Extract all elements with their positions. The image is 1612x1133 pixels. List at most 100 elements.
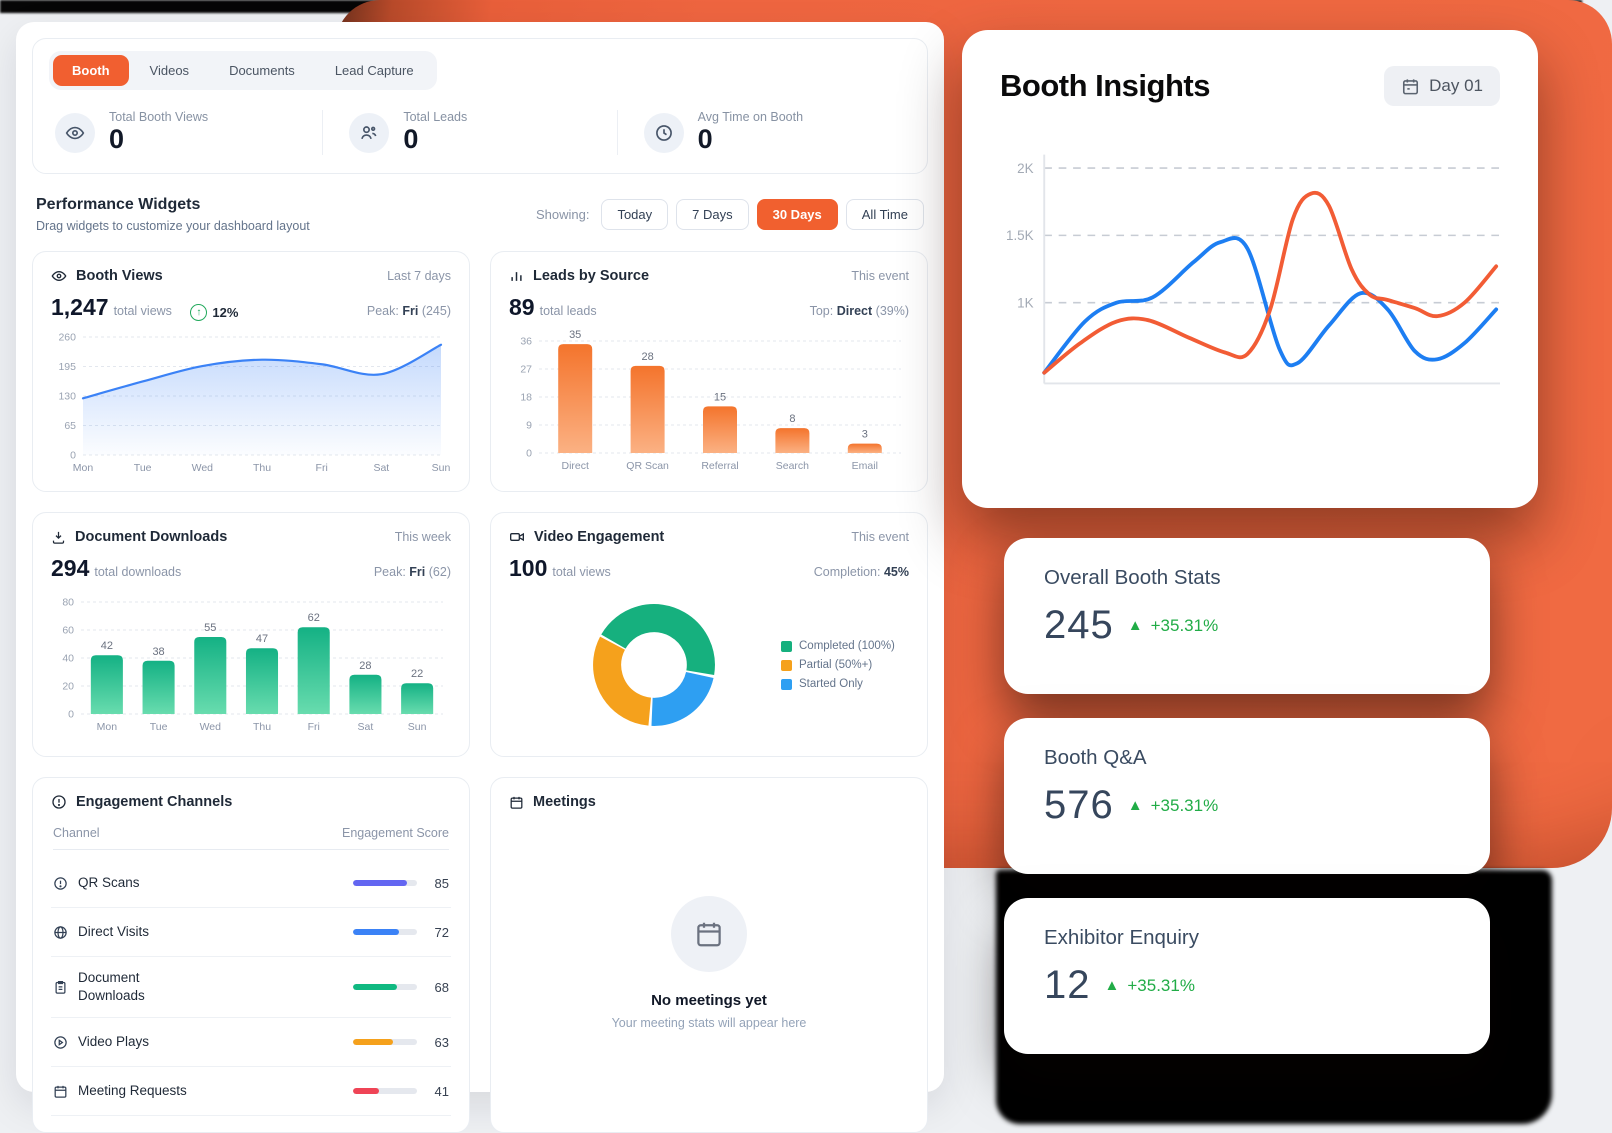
day-selector[interactable]: Day 01: [1384, 66, 1500, 106]
svg-text:Sun: Sun: [432, 462, 451, 474]
filter-alltime-button[interactable]: All Time: [845, 199, 924, 231]
svg-text:20: 20: [62, 681, 74, 693]
svg-text:130: 130: [58, 391, 76, 403]
video-plays-icon: [53, 1035, 68, 1050]
widget-range: Last 7 days: [387, 269, 451, 284]
empty-title: No meetings yet: [651, 992, 767, 1010]
stat-label: Total Leads: [403, 110, 468, 124]
users-icon: [349, 112, 390, 153]
stat-card-title: Exhibitor Enquiry: [1044, 926, 1199, 949]
peak-note: Peak: Fri (62): [373, 565, 451, 580]
stat-total-leads: Total Leads 0: [322, 110, 616, 156]
overall-booth-stats-card: Overall Booth Stats 245 ▲ +35.31%: [1004, 538, 1490, 694]
legend-label: Started Only: [799, 678, 863, 691]
svg-text:Mon: Mon: [73, 462, 94, 474]
booth-insights-card: Booth Insights Day 01 1K 1.5K 2K: [962, 30, 1538, 508]
svg-text:0: 0: [70, 450, 76, 462]
video-engagement-donut-chart: [593, 604, 715, 726]
svg-text:8: 8: [789, 413, 795, 425]
svg-text:Sat: Sat: [358, 721, 374, 733]
filter-30days-button[interactable]: 30 Days: [756, 199, 838, 231]
channel-row: Document Downloads 68: [51, 957, 451, 1019]
widget-title: Engagement Channels: [76, 794, 233, 811]
svg-text:28: 28: [359, 660, 371, 672]
page-title: Performance Widgets: [36, 196, 201, 214]
filter-today-button[interactable]: Today: [601, 199, 669, 231]
column-score: Engagement Score: [341, 826, 449, 841]
video-camera-icon: [509, 529, 525, 545]
stat-card-change: +35.31%: [1150, 615, 1219, 635]
leads-by-source-chart: 36 27 18 9 0 35 Direct 28 QR Scan 15 Referral 8 Sear…: [520, 329, 901, 472]
tab-documents[interactable]: Documents: [229, 63, 295, 78]
widget-title: Booth Views: [76, 268, 163, 285]
widget-title: Video Engagement: [534, 529, 665, 546]
channel-list: QR Scans 85 Direct Visits 72 Document Downlo…: [51, 859, 451, 1117]
triangle-up-icon: ▲: [1127, 617, 1143, 634]
alert-circle-icon: [51, 794, 67, 810]
completion-note: Completion: 45%: [813, 565, 909, 580]
widget-range: This week: [394, 530, 451, 545]
svg-text:Thu: Thu: [253, 462, 271, 474]
svg-text:Sun: Sun: [408, 721, 427, 733]
svg-text:60: 60: [62, 625, 74, 637]
score-value: 85: [434, 875, 449, 891]
stat-card-change: +35.31%: [1127, 975, 1195, 995]
tab-lead-capture[interactable]: Lead Capture: [334, 63, 414, 78]
stat-avg-time: Avg Time on Booth 0: [616, 110, 911, 156]
channel-row: Meeting Requests 41: [51, 1067, 451, 1117]
widget-leads-by-source[interactable]: Leads by Source This event 89 total leads…: [490, 251, 928, 493]
svg-text:36: 36: [520, 336, 532, 348]
channel-row: Video Plays 63: [51, 1018, 451, 1068]
filter-7days-button[interactable]: 7 Days: [676, 199, 749, 231]
summary-stats: Total Booth Views 0 Total Leads 0 Avg Ti…: [49, 110, 911, 156]
score-value: 41: [434, 1083, 449, 1099]
total-video-views-value: 100: [509, 555, 548, 582]
widget-meetings[interactable]: Meetings No meetings yet Your meeting st…: [490, 777, 928, 1133]
eye-icon: [51, 268, 67, 284]
total-leads-value: 89: [509, 294, 535, 321]
svg-text:55: 55: [204, 622, 216, 634]
widget-engagement-channels[interactable]: Engagement Channels Channel Engagement S…: [32, 777, 470, 1133]
svg-text:Search: Search: [776, 460, 809, 472]
stat-value: 0: [403, 124, 419, 154]
svg-text:80: 80: [62, 597, 74, 609]
meeting-requests-icon: [53, 1084, 68, 1099]
range-filters: Showing: Today 7 Days 30 Days All Time: [536, 199, 924, 231]
day-selector-label: Day 01: [1429, 76, 1483, 95]
widget-title: Meetings: [533, 794, 596, 811]
score-bar: [353, 880, 417, 887]
widget-booth-views[interactable]: Booth Views Last 7 days 1,247 total views…: [32, 251, 470, 493]
tab-booth[interactable]: Booth: [53, 55, 129, 86]
insights-title: Booth Insights: [1000, 68, 1210, 103]
total-leads-suffix: total leads: [539, 304, 597, 319]
svg-text:35: 35: [569, 329, 581, 341]
stat-card-title: Overall Booth Stats: [1044, 566, 1221, 589]
widget-video-engagement[interactable]: Video Engagement This event 100 total vie…: [490, 512, 928, 758]
svg-text:47: 47: [256, 633, 268, 645]
booth-summary-box: Booth Videos Documents Lead Capture Tota…: [32, 38, 928, 175]
score-value: 68: [434, 979, 449, 995]
document-downloads-chart: 80 60 40 20 0 42 Mon 38 Tue 55 Wed 47 Thu 62 Fri 28 Sat 2…: [62, 597, 443, 733]
column-channel: Channel: [53, 826, 100, 841]
peak-note: Peak: Fri (245): [366, 304, 451, 319]
direct-visits-icon: [53, 925, 68, 940]
score-bar: [353, 1088, 417, 1095]
calendar-icon: [1401, 77, 1420, 96]
tab-videos[interactable]: Videos: [149, 63, 190, 78]
stat-card-value: 245: [1044, 603, 1114, 647]
svg-text:Wed: Wed: [192, 462, 214, 474]
svg-text:Fri: Fri: [308, 721, 320, 733]
widget-document-downloads[interactable]: Document Downloads This week 294 total do…: [32, 512, 470, 758]
svg-text:Referral: Referral: [701, 460, 738, 472]
page-subtitle: Drag widgets to customize your dashboard…: [36, 219, 310, 234]
legend-swatch-started: [781, 678, 792, 690]
score-value: 63: [434, 1034, 449, 1050]
stat-label: Total Booth Views: [109, 110, 209, 124]
svg-text:42: 42: [101, 640, 113, 652]
widget-range: This event: [851, 269, 909, 284]
qr-scans-icon: [53, 876, 68, 891]
svg-text:Email: Email: [852, 460, 878, 472]
svg-text:15: 15: [714, 391, 726, 403]
stat-value: 0: [109, 124, 125, 154]
